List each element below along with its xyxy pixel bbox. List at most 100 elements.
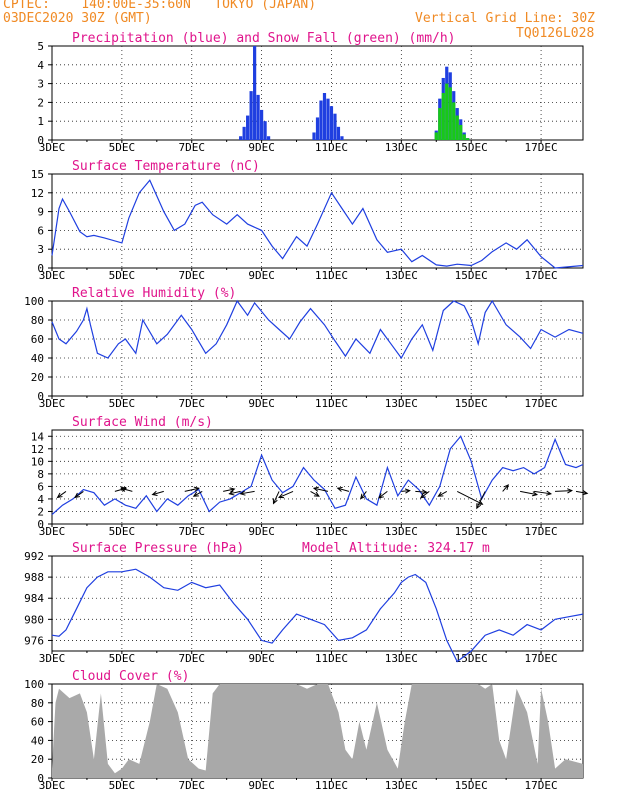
y-tick-label: 100 (24, 295, 44, 308)
x-tick-label: 5DEC (109, 525, 136, 538)
wind-arrow-head (360, 493, 366, 500)
y-tick-label: 40 (31, 734, 44, 747)
x-tick-label: 17DEC (525, 525, 558, 538)
wind-arrow (313, 487, 329, 492)
wind-arrow-head (545, 490, 553, 496)
y-tick-label: 976 (24, 634, 44, 647)
y-tick-label: 0 (37, 262, 44, 275)
precip-bar (340, 136, 344, 140)
y-tick-label: 100 (24, 678, 44, 691)
y-tick-label: 992 (24, 550, 44, 563)
series-line-3 (51, 435, 584, 516)
wind-arrow-head (192, 491, 199, 497)
precip-bar (329, 106, 334, 140)
x-tick-label: 11DEC (315, 652, 348, 665)
model-code: TQ0126L028 (516, 26, 595, 41)
x-tick-label: 13DEC (385, 269, 418, 282)
y-tick-label: 1 (37, 115, 44, 128)
wind-arrow-head (336, 486, 343, 492)
panel-frame-1 (51, 173, 584, 269)
x-tick-label: 15DEC (455, 269, 488, 282)
x-tick-label: 11DEC (315, 141, 348, 154)
wind-arrow (401, 490, 410, 492)
wind-arrow (240, 490, 255, 495)
wind-arrow-head (151, 490, 158, 496)
x-tick-label: 7DEC (178, 397, 205, 410)
wind-arrow-head (437, 491, 444, 497)
y-tick-label: 0 (37, 772, 44, 785)
wind-arrow-head (503, 484, 510, 490)
wind-arrow (457, 490, 483, 505)
wind-arrow-head (313, 491, 320, 497)
wind-arrow (534, 490, 551, 495)
x-tick-label: 9DEC (248, 652, 275, 665)
precip-bar (326, 98, 330, 140)
y-tick-label: 0 (37, 390, 44, 403)
panel-title-3: Surface Wind (m/s) (72, 415, 213, 430)
wind-arrow-head (228, 490, 235, 496)
x-tick-label: 9DEC (248, 269, 275, 282)
precip-bar (312, 132, 316, 140)
panel-title-2: Relative Humidity (%) (72, 286, 236, 301)
wind-arrow-head (74, 492, 81, 499)
wind-arrow (273, 491, 280, 504)
wind-arrow (555, 490, 572, 492)
wind-arrow-head (229, 487, 236, 493)
precip-bar (263, 121, 267, 140)
y-tick-label: 3 (37, 78, 44, 91)
snow-bar (462, 134, 466, 140)
x-tick-label: 13DEC (385, 652, 418, 665)
x-tick-label: 9DEC (248, 779, 275, 792)
snow-bar (438, 108, 442, 140)
x-tick-label: 7DEC (178, 525, 205, 538)
x-tick-label: 13DEC (385, 525, 418, 538)
x-tick-label: 9DEC (248, 397, 275, 410)
y-tick-label: 988 (24, 571, 44, 584)
wind-arrow (575, 490, 588, 494)
cloud-cover-area (52, 684, 583, 778)
x-tick-label: 5DEC (109, 779, 136, 792)
y-tick-label: 2 (37, 505, 44, 518)
wind-arrow-head (582, 490, 589, 496)
x-tick-label: 15DEC (455, 397, 488, 410)
wind-arrow (152, 490, 164, 496)
snow-bar (434, 132, 438, 140)
y-tick-label: 12 (31, 187, 44, 200)
y-tick-label: 6 (37, 224, 44, 237)
x-tick-label: 7DEC (178, 652, 205, 665)
precip-bar (319, 100, 323, 140)
x-tick-label: 3DEC (39, 779, 66, 792)
x-tick-label: 3DEC (39, 652, 66, 665)
y-tick-label: 20 (31, 371, 44, 384)
y-tick-label: 80 (31, 314, 44, 327)
y-tick-label: 10 (31, 455, 44, 468)
x-tick-label: 5DEC (109, 652, 136, 665)
panel-title-4: Surface Pressure (hPa) (72, 541, 244, 556)
wind-arrow (57, 491, 67, 498)
series-line-2 (51, 299, 584, 360)
y-tick-label: 0 (37, 518, 44, 531)
y-tick-label: 0 (37, 134, 44, 147)
snow-bar (455, 115, 459, 140)
x-tick-label: 5DEC (109, 141, 136, 154)
y-tick-label: 4 (37, 59, 44, 72)
wind-arrow-head (378, 493, 384, 499)
wind-arrow-head (419, 493, 426, 499)
x-tick-label: 17DEC (525, 779, 558, 792)
series-line-4 (51, 568, 584, 663)
precip-bar (315, 117, 320, 140)
y-tick-label: 15 (31, 168, 44, 181)
station-header: CPTEC: 140:00E-35:60N TOKYO (JAPAN) (3, 0, 317, 12)
snow-bar (441, 93, 445, 140)
x-tick-label: 7DEC (178, 141, 205, 154)
x-tick-label: 15DEC (455, 779, 488, 792)
y-tick-label: 14 (31, 430, 45, 443)
y-tick-label: 2 (37, 96, 44, 109)
wind-arrow (229, 490, 241, 495)
x-tick-label: 3DEC (39, 141, 66, 154)
x-tick-label: 3DEC (39, 397, 66, 410)
x-tick-label: 15DEC (455, 525, 488, 538)
y-tick-label: 984 (24, 592, 44, 605)
wind-arrow (74, 491, 84, 498)
wind-arrow-head (56, 492, 63, 499)
